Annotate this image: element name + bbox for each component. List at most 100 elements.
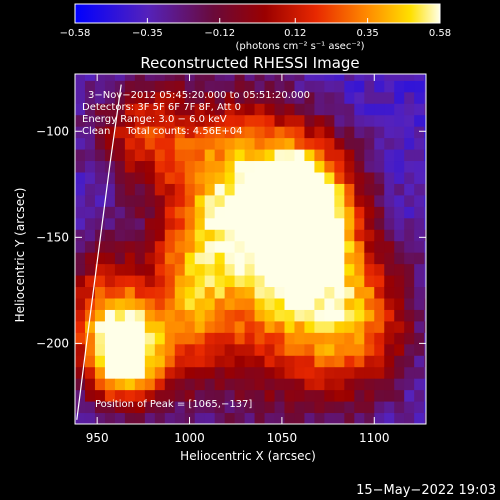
heatmap-cell (304, 172, 315, 184)
heatmap-cell (164, 172, 176, 184)
heatmap-cell (354, 217, 365, 230)
heatmap-cell (394, 286, 405, 299)
heatmap-cell (424, 183, 426, 196)
heatmap-cell (264, 401, 276, 414)
heatmap-cell (94, 206, 106, 219)
heatmap-cell (354, 114, 365, 127)
heatmap-cell (94, 355, 106, 368)
heatmap-cell (414, 309, 425, 322)
heatmap-cell (404, 298, 415, 310)
heatmap-cell (264, 91, 276, 104)
heatmap-cell (124, 389, 136, 402)
heatmap-cell (244, 126, 256, 139)
heatmap-cell (324, 91, 335, 104)
heatmap-cell (114, 389, 126, 402)
heatmap-cell (184, 137, 196, 150)
heatmap-cell (174, 240, 186, 253)
colorbar-tick-label: −0.12 (204, 28, 235, 39)
heatmap-cell (274, 263, 285, 276)
heatmap-cell (344, 172, 355, 184)
heatmap-cell (124, 286, 136, 299)
heatmap-cell (75, 355, 86, 368)
heatmap-cell (234, 378, 246, 391)
heatmap-cell (344, 332, 355, 345)
heatmap-cell (94, 183, 106, 196)
heatmap-cell (334, 126, 345, 139)
heatmap-cell (404, 309, 415, 322)
heatmap-cell (314, 126, 325, 139)
heatmap-cell (334, 320, 345, 333)
heatmap-cell (154, 412, 166, 424)
heatmap-cell (404, 366, 415, 379)
heatmap-cell (104, 332, 116, 345)
heatmap-cell (214, 229, 226, 242)
heatmap-cell (264, 366, 276, 379)
heatmap-cell (204, 160, 216, 173)
heatmap-cell (254, 91, 266, 104)
heatmap-cell (184, 378, 196, 391)
heatmap-cell (304, 401, 315, 414)
heatmap-cell (254, 206, 266, 219)
heatmap-cell (104, 320, 116, 333)
heatmap-cell (224, 263, 236, 276)
heatmap-cell (194, 275, 206, 288)
heatmap-cell (134, 126, 146, 139)
heatmap-cell (414, 298, 425, 310)
heatmap-cell (314, 137, 325, 150)
heatmap-cell (314, 378, 325, 391)
heatmap-cell (84, 114, 96, 127)
heatmap-cell (264, 183, 276, 196)
heatmap-cell (334, 378, 345, 391)
heatmap-cell (94, 263, 106, 276)
heatmap-cell (294, 194, 305, 207)
heatmap-cell (234, 80, 246, 93)
heatmap-cell (354, 320, 365, 333)
heatmap-cell (364, 252, 375, 265)
y-tick-label: −100 (36, 124, 69, 138)
heatmap-cell (144, 80, 156, 93)
heatmap-cell (224, 355, 236, 368)
heatmap-cell (124, 229, 136, 242)
heatmap-cell (254, 74, 266, 81)
heatmap-cell (424, 275, 426, 288)
heatmap-cell (234, 217, 246, 230)
heatmap-cell (134, 91, 146, 104)
heatmap-cell (114, 309, 126, 322)
heatmap-cell (184, 401, 196, 414)
heatmap-cell (75, 401, 86, 414)
heatmap-cell (384, 355, 395, 368)
heatmap-cell (334, 343, 345, 356)
heatmap-cell (264, 137, 276, 150)
heatmap-cell (364, 160, 375, 173)
heatmap-cell (344, 389, 355, 402)
heatmap-cell (214, 252, 226, 265)
x-axis-label: Heliocentric X (arcsec) (180, 449, 316, 463)
heatmap-cell (294, 412, 305, 424)
heatmap-cell (194, 366, 206, 379)
heatmap-cell (164, 103, 176, 116)
colorbar-tick-label: −0.35 (132, 28, 163, 39)
heatmap-cell (164, 126, 176, 139)
heatmap-cell (344, 160, 355, 173)
heatmap-cell (244, 332, 256, 345)
heatmap-cell (394, 91, 405, 104)
heatmap-cell (75, 103, 86, 116)
heatmap-cell (394, 275, 405, 288)
heatmap-cell (344, 355, 355, 368)
heatmap-cell (84, 103, 96, 116)
heatmap-cell (264, 114, 276, 127)
heatmap-cell (114, 355, 126, 368)
heatmap-cell (374, 320, 385, 333)
heatmap-cell (394, 343, 405, 356)
heatmap-cell (194, 91, 206, 104)
heatmap-cell (304, 149, 315, 162)
heatmap-cell (104, 229, 116, 242)
heatmap-cell (144, 263, 156, 276)
heatmap-cell (124, 309, 136, 322)
heatmap-cell (224, 172, 236, 184)
heatmap-cell (224, 309, 236, 322)
heatmap-cell (344, 126, 355, 139)
heatmap-cell (75, 114, 86, 127)
heatmap-cell (424, 172, 426, 184)
